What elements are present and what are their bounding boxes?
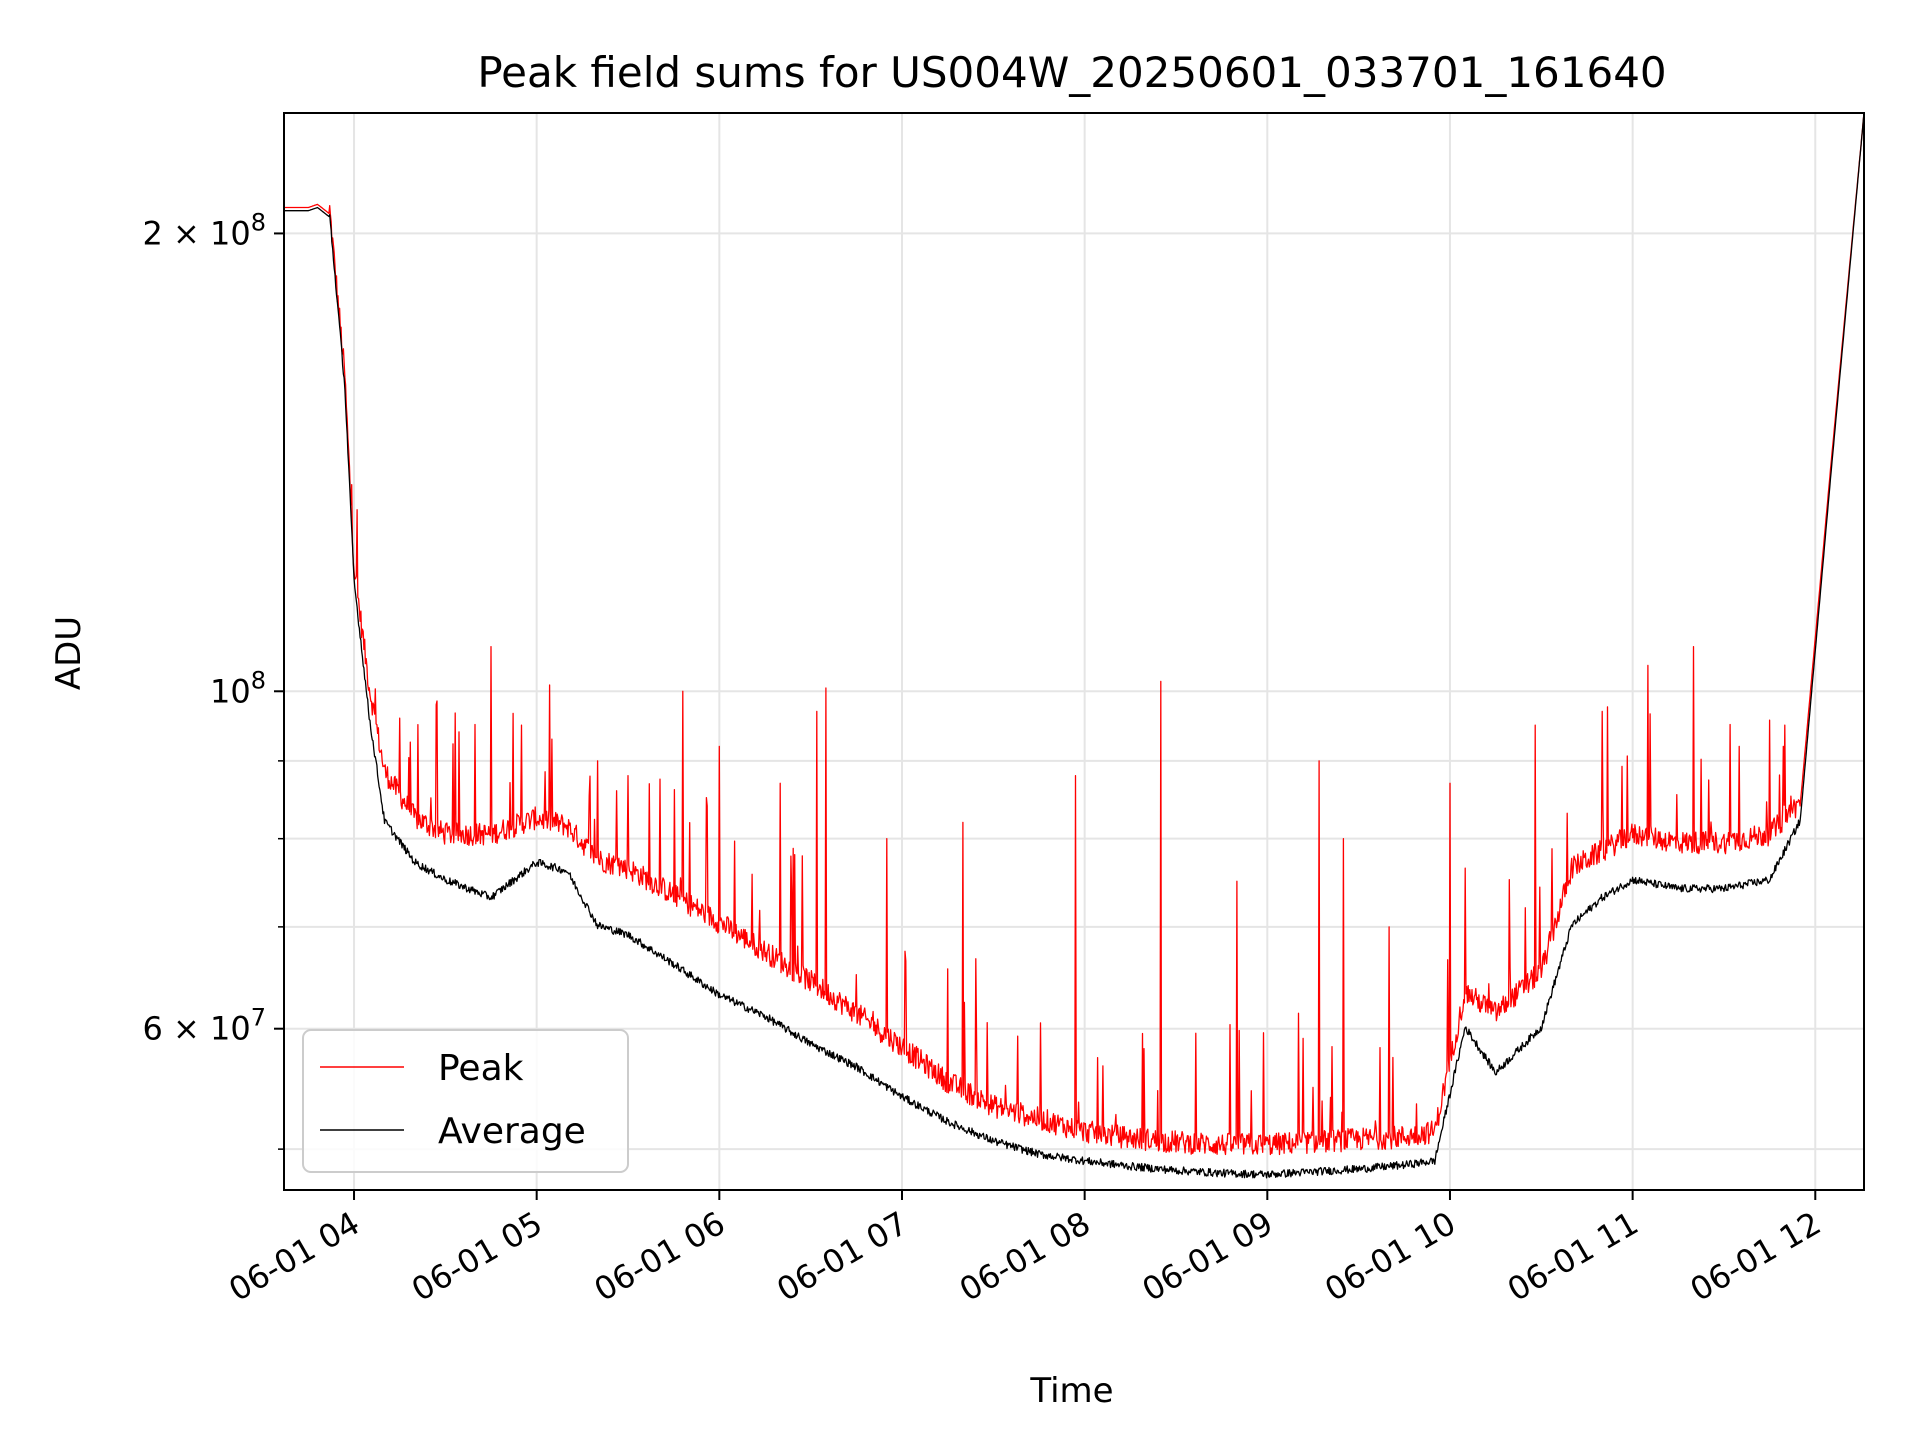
plot-frame	[283, 112, 1865, 1191]
x-axis-label: Time	[1029, 1371, 1113, 1411]
chart-title: Peak field sums for US004W_20250601_0337…	[477, 48, 1666, 97]
y-tick-label: 6 × 107	[142, 1004, 266, 1048]
y-axis-label: ADU	[49, 616, 89, 690]
y-tick-label: 2 × 108	[142, 208, 266, 252]
legend-label-peak: Peak	[438, 1048, 524, 1089]
series-line-peak	[284, 113, 1864, 1156]
y-tick-label: 108	[210, 666, 266, 710]
legend-box	[302, 1029, 629, 1173]
plot-area	[283, 112, 1865, 1191]
y-axis: 2 × 108 108 6 × 107	[142, 208, 284, 1150]
legend-label-average: Average	[438, 1111, 586, 1152]
plot-background	[284, 113, 1864, 1190]
series-line-average	[284, 113, 1864, 1179]
legend: Peak Average	[302, 1029, 629, 1173]
series-lines	[284, 113, 1864, 1179]
